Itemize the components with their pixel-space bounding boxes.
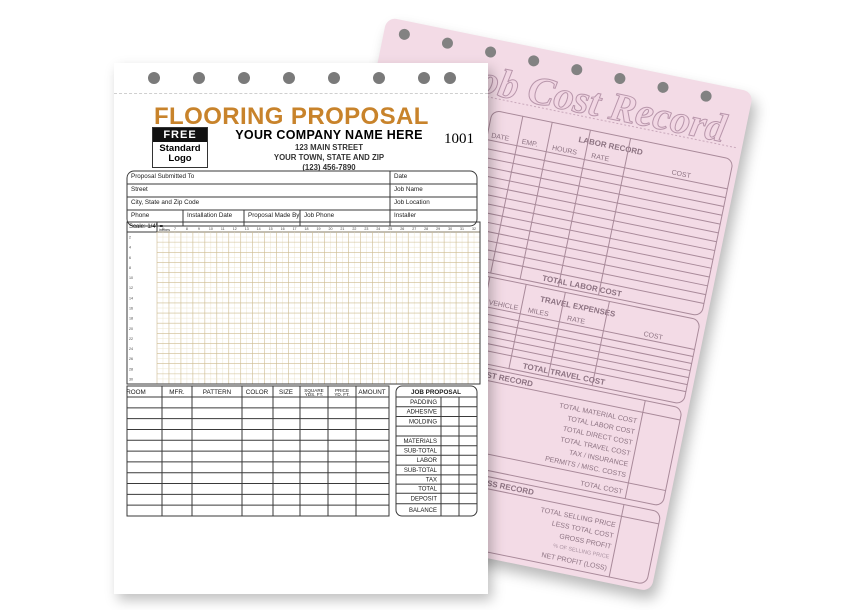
svg-text:8: 8 [129, 266, 131, 270]
svg-text:31: 31 [460, 227, 464, 231]
svg-text:TAX: TAX [426, 478, 437, 484]
svg-text:COST: COST [671, 169, 692, 180]
svg-text:20: 20 [129, 327, 133, 331]
svg-text:Job Phone: Job Phone [304, 212, 335, 219]
svg-text:YDS. FT.: YDS. FT. [305, 392, 323, 397]
svg-text:10: 10 [209, 227, 213, 231]
svg-text:14: 14 [257, 227, 261, 231]
svg-text:10: 10 [129, 276, 133, 280]
svg-text:6: 6 [129, 256, 131, 260]
svg-text:TOTAL: TOTAL [418, 487, 437, 493]
svg-text:Proposal Submitted To: Proposal Submitted To [131, 173, 195, 180]
svg-text:18: 18 [305, 227, 309, 231]
svg-text:TRAVEL EXPENSES: TRAVEL EXPENSES [539, 295, 617, 319]
svg-text:24: 24 [129, 347, 133, 351]
svg-text:23: 23 [364, 227, 368, 231]
svg-text:24: 24 [376, 227, 380, 231]
svg-text:Phone: Phone [131, 212, 150, 219]
svg-text:Street: Street [131, 186, 148, 193]
svg-text:15: 15 [269, 227, 273, 231]
svg-text:18: 18 [129, 317, 133, 321]
svg-text:9: 9 [198, 227, 200, 231]
svg-text:COLOR: COLOR [246, 389, 269, 396]
svg-text:YD. FT.: YD. FT. [334, 392, 349, 397]
svg-text:Proposal Made By: Proposal Made By [248, 212, 300, 219]
svg-text:MOLDING: MOLDING [409, 419, 437, 425]
svg-text:inches: inches [159, 228, 170, 232]
svg-text:City, State and Zip Code: City, State and Zip Code [131, 199, 200, 206]
svg-text:SUB-TOTAL: SUB-TOTAL [404, 449, 438, 455]
svg-text:Job Location: Job Location [394, 199, 430, 206]
svg-text:14: 14 [129, 296, 133, 300]
svg-text:25: 25 [388, 227, 392, 231]
svg-text:26: 26 [129, 357, 133, 361]
svg-text:29: 29 [436, 227, 440, 231]
svg-text:SIZE: SIZE [279, 389, 293, 396]
svg-text:DEPOSIT: DEPOSIT [411, 497, 438, 503]
svg-text:27: 27 [412, 227, 416, 231]
svg-text:JOB PROPOSAL: JOB PROPOSAL [411, 389, 461, 396]
svg-text:26: 26 [400, 227, 404, 231]
svg-text:6: 6 [162, 227, 164, 231]
svg-text:Installer: Installer [394, 212, 416, 219]
svg-text:28: 28 [424, 227, 428, 231]
svg-text:AMOUNT: AMOUNT [358, 389, 385, 396]
svg-text:PADDING: PADDING [410, 400, 437, 406]
svg-text:21: 21 [340, 227, 344, 231]
svg-text:17: 17 [293, 227, 297, 231]
svg-text:ADHESIVE: ADHESIVE [407, 410, 437, 416]
svg-text:COST: COST [643, 331, 664, 342]
svg-text:LABOR: LABOR [417, 458, 438, 464]
svg-text:28: 28 [129, 367, 133, 371]
svg-text:ROOM: ROOM [126, 389, 146, 396]
svg-text:BALANCE: BALANCE [409, 508, 437, 514]
svg-text:30: 30 [448, 227, 452, 231]
svg-text:7: 7 [174, 227, 176, 231]
svg-text:20: 20 [328, 227, 332, 231]
svg-text:Job Name: Job Name [394, 186, 423, 193]
svg-text:12: 12 [233, 227, 237, 231]
svg-text:22: 22 [352, 227, 356, 231]
svg-text:MATERIALS: MATERIALS [403, 439, 437, 445]
svg-text:Date: Date [394, 173, 408, 180]
svg-text:SUB-TOTAL: SUB-TOTAL [404, 468, 438, 474]
svg-text:11: 11 [221, 227, 225, 231]
svg-text:32: 32 [472, 227, 476, 231]
svg-text:22: 22 [129, 337, 133, 341]
svg-text:12: 12 [129, 286, 133, 290]
svg-text:30: 30 [129, 377, 133, 381]
svg-text:8: 8 [186, 227, 188, 231]
svg-text:16: 16 [129, 307, 133, 311]
svg-text:MFR.: MFR. [169, 389, 185, 396]
svg-text:19: 19 [317, 227, 321, 231]
svg-text:PATTERN: PATTERN [203, 389, 232, 396]
svg-text:13: 13 [245, 227, 249, 231]
svg-text:2: 2 [129, 236, 131, 240]
svg-text:16: 16 [281, 227, 285, 231]
svg-text:4: 4 [129, 246, 131, 250]
svg-text:Installation Date: Installation Date [187, 212, 233, 219]
svg-text:MILES: MILES [527, 307, 549, 318]
